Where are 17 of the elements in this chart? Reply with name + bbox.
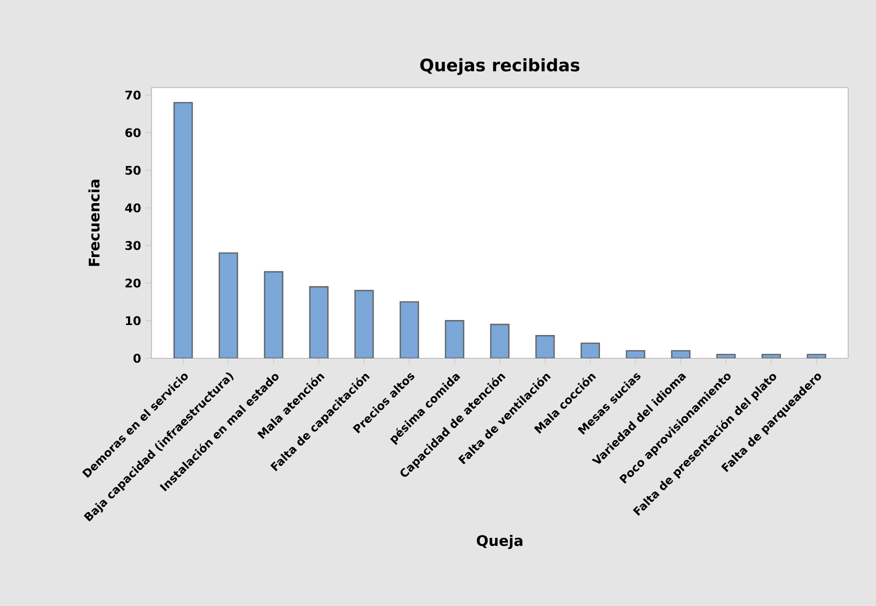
y-tick-label: 10 — [126, 316, 141, 325]
y-tick-label: 40 — [125, 203, 141, 212]
y-tick-label: 70 — [125, 90, 141, 100]
bar — [309, 286, 329, 358]
y-tick-label: 30 — [125, 240, 141, 250]
x-axis-title: Queja — [476, 534, 522, 549]
y-tick-label: 20 — [126, 278, 141, 288]
bar — [444, 320, 464, 358]
y-tick-label: 60 — [125, 128, 141, 137]
y-axis-title: Frecuencia — [88, 180, 100, 266]
bar — [218, 252, 238, 358]
y-tick-label: 50 — [126, 166, 141, 175]
y-tick-label: 0 — [133, 354, 141, 363]
chart-title: Quejas recibidas — [420, 58, 580, 75]
bar — [354, 290, 374, 358]
bar — [173, 102, 193, 358]
bar — [264, 270, 284, 358]
